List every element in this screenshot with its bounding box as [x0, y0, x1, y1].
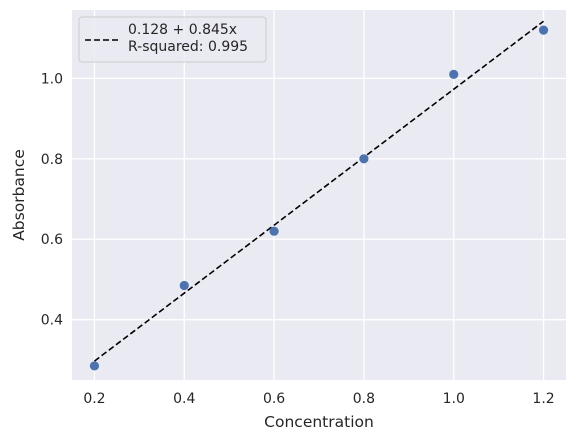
x-tick-label: 0.2	[83, 391, 105, 407]
x-tick-label: 0.4	[173, 391, 195, 407]
fit-line-group	[93, 20, 545, 362]
x-tick-labels: 0.2 0.4 0.6 0.8 1.0 1.2	[83, 391, 554, 407]
data-point	[269, 226, 279, 236]
y-tick-label: 0.6	[41, 232, 63, 248]
x-tick-label: 1.0	[443, 391, 465, 407]
y-tick-label: 0.8	[41, 152, 63, 168]
legend-box	[78, 16, 267, 63]
y-tick-label: 1.0	[41, 71, 63, 87]
data-point	[89, 361, 100, 371]
y-tick-label: 0.4	[41, 313, 63, 329]
y-axis-label: Absorbance	[10, 149, 28, 241]
x-tick-label: 1.2	[532, 391, 554, 407]
data-point	[359, 154, 369, 164]
legend-label-fit: 0.128 + 0.845x	[128, 22, 237, 38]
grid-lines	[72, 10, 566, 380]
fit-line	[93, 20, 545, 362]
x-tick-label: 0.8	[353, 391, 375, 407]
plot-area	[72, 10, 566, 380]
legend: 0.128 + 0.845x R-squared: 0.995	[78, 16, 267, 63]
x-tick-label: 0.6	[263, 391, 285, 407]
data-point	[449, 69, 459, 79]
y-tick-labels: 0.4 0.6 0.8 1.0	[41, 71, 63, 328]
data-point	[538, 25, 549, 35]
legend-label-r-squared: R-squared: 0.995	[128, 39, 248, 55]
data-point	[179, 280, 189, 291]
data-points	[89, 25, 549, 371]
x-axis-label: Concentration	[264, 413, 374, 431]
